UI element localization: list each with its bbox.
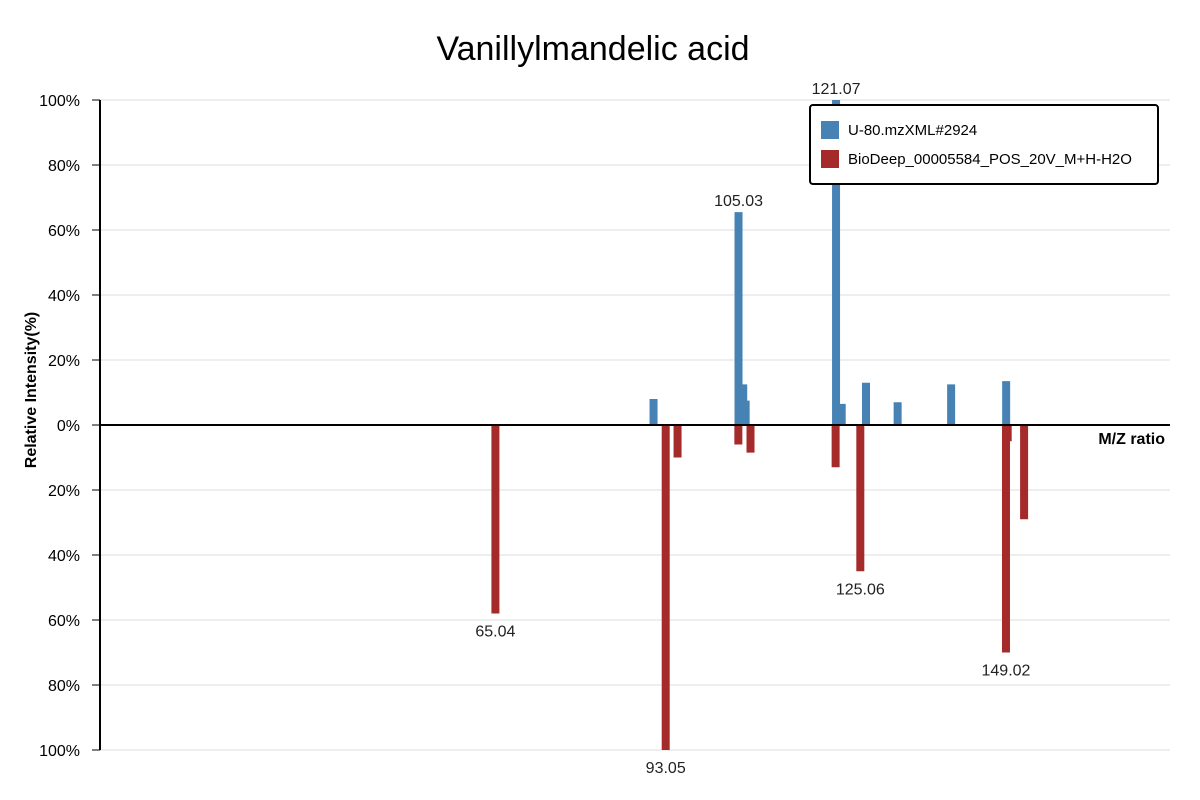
reference-peak-bar bbox=[1001, 425, 1010, 653]
reference-peak-bar bbox=[661, 425, 670, 750]
legend-swatch-query bbox=[821, 121, 839, 139]
reference-peak-bar bbox=[734, 425, 743, 445]
y-tick-label: 40% bbox=[48, 548, 80, 565]
y-tick-label: 20% bbox=[48, 483, 80, 500]
query-peak-bar bbox=[893, 402, 902, 425]
legend-swatch-reference bbox=[821, 150, 839, 168]
reference-peak-label: 93.05 bbox=[646, 760, 686, 777]
query-peak-bar bbox=[649, 399, 658, 425]
legend: U-80.mzXML#2924 BioDeep_00005584_POS_20V… bbox=[809, 104, 1159, 185]
query-peak-bar bbox=[741, 400, 750, 425]
query-peak-label: 105.03 bbox=[714, 193, 763, 210]
reference-peak-label: 125.06 bbox=[836, 581, 885, 598]
reference-peak-label: 65.04 bbox=[475, 624, 515, 641]
reference-peak-bar bbox=[1003, 425, 1012, 442]
y-tick-label: 100% bbox=[39, 93, 80, 110]
chart-title: Vanillylmandelic acid bbox=[436, 30, 749, 68]
bars bbox=[491, 100, 1029, 750]
y-tick-label: 60% bbox=[48, 223, 80, 240]
x-axis-label: M/Z ratio bbox=[1098, 431, 1165, 448]
query-peak-bar bbox=[947, 384, 956, 425]
legend-label-query: U-80.mzXML#2924 bbox=[848, 122, 977, 139]
query-peak-bar bbox=[832, 100, 841, 425]
peak-labels: 105.03 121.07 65.04 93.05 125.06 149.02 bbox=[475, 81, 1030, 777]
y-axis-label: Relative Intensity(%) bbox=[23, 312, 40, 468]
reference-peak-bar bbox=[746, 425, 755, 453]
query-peak-bar bbox=[1002, 381, 1011, 425]
y-tick-label: 40% bbox=[48, 288, 80, 305]
reference-peak-bar bbox=[1020, 425, 1029, 520]
reference-peak-bar bbox=[831, 425, 840, 468]
legend-label-reference: BioDeep_00005584_POS_20V_M+H-H2O bbox=[848, 151, 1132, 168]
reference-peak-label: 149.02 bbox=[982, 663, 1031, 680]
y-tick-label: 80% bbox=[48, 678, 80, 695]
y-tick-label: 20% bbox=[48, 353, 80, 370]
query-peak-bar bbox=[734, 212, 743, 425]
query-peak-bar bbox=[862, 382, 871, 425]
y-tick-labels: 100% 80% 60% 40% 20% 0% 20% 40% 60% 80% 100% bbox=[39, 93, 100, 760]
reference-peak-bar bbox=[491, 425, 500, 614]
y-tick-label: 80% bbox=[48, 158, 80, 175]
y-tick-label: 100% bbox=[39, 743, 80, 760]
reference-peak-bar bbox=[673, 425, 682, 458]
y-tick-label: 60% bbox=[48, 613, 80, 630]
query-peak-label: 121.07 bbox=[812, 81, 861, 98]
y-tick-label: 0% bbox=[57, 418, 80, 435]
legend-box bbox=[809, 104, 1159, 185]
query-peak-bar bbox=[837, 403, 846, 425]
reference-peak-bar bbox=[856, 425, 865, 572]
